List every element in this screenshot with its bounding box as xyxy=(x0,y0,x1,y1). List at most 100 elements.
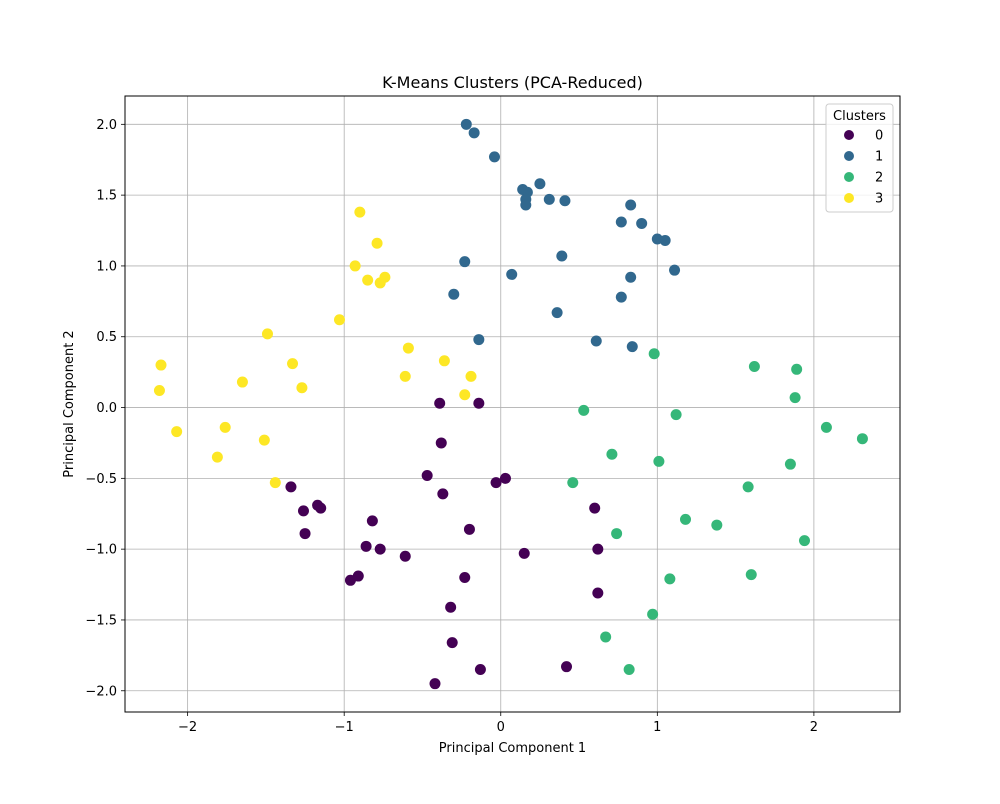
data-point-cluster-1 xyxy=(615,216,627,228)
data-point-cluster-0 xyxy=(360,540,372,552)
data-point-cluster-2 xyxy=(606,448,618,460)
data-point-cluster-2 xyxy=(567,477,579,489)
data-point-cluster-3 xyxy=(333,314,345,326)
data-point-cluster-2 xyxy=(784,458,796,470)
data-point-cluster-3 xyxy=(371,237,383,249)
data-point-cluster-3 xyxy=(211,451,223,463)
y-tick-label: −2.0 xyxy=(85,684,117,699)
legend-label-2: 2 xyxy=(875,171,883,186)
y-tick-label: 1.0 xyxy=(96,259,117,274)
data-point-cluster-0 xyxy=(434,397,446,409)
data-point-cluster-3 xyxy=(296,382,308,394)
data-point-cluster-2 xyxy=(680,513,692,525)
data-point-cluster-3 xyxy=(354,206,366,218)
x-tick-label: −1 xyxy=(335,720,354,735)
legend-marker-0 xyxy=(844,130,854,140)
data-point-cluster-2 xyxy=(611,528,623,540)
data-point-cluster-3 xyxy=(362,274,374,286)
data-point-cluster-0 xyxy=(297,505,309,517)
data-point-cluster-1 xyxy=(551,307,563,319)
data-point-cluster-2 xyxy=(578,404,590,416)
data-point-cluster-0 xyxy=(299,528,311,540)
data-point-cluster-0 xyxy=(561,661,573,673)
data-point-cluster-1 xyxy=(659,234,671,246)
data-point-cluster-1 xyxy=(669,264,681,276)
data-point-cluster-1 xyxy=(543,193,555,205)
data-point-cluster-1 xyxy=(459,256,471,268)
data-point-cluster-0 xyxy=(463,523,475,535)
data-point-cluster-2 xyxy=(745,569,757,581)
data-point-cluster-1 xyxy=(506,268,518,280)
chart-title: K-Means Clusters (PCA-Reduced) xyxy=(382,73,643,92)
data-point-cluster-3 xyxy=(374,277,386,289)
y-axis-label: Principal Component 2 xyxy=(62,330,77,477)
data-point-cluster-0 xyxy=(473,397,485,409)
data-point-cluster-2 xyxy=(653,455,665,467)
x-tick-label: −2 xyxy=(178,720,197,735)
legend-marker-3 xyxy=(844,193,854,203)
data-point-cluster-1 xyxy=(559,195,571,207)
data-point-cluster-1 xyxy=(636,217,648,229)
data-point-cluster-3 xyxy=(465,370,477,382)
grid-lines xyxy=(125,96,900,712)
data-point-cluster-0 xyxy=(499,472,511,484)
data-point-cluster-1 xyxy=(626,341,638,353)
data-point-cluster-0 xyxy=(421,470,433,482)
legend: Clusters 0 1 2 3 xyxy=(825,103,894,213)
data-point-cluster-0 xyxy=(285,481,297,493)
data-point-cluster-1 xyxy=(488,151,500,163)
data-point-cluster-3 xyxy=(459,389,471,401)
data-point-cluster-0 xyxy=(429,678,441,690)
legend-title: Clusters xyxy=(833,109,886,124)
data-point-cluster-1 xyxy=(625,199,637,211)
data-point-cluster-1 xyxy=(534,178,546,190)
data-point-cluster-2 xyxy=(623,664,635,676)
data-point-cluster-2 xyxy=(748,360,760,372)
data-point-cluster-3 xyxy=(399,370,411,382)
data-point-cluster-1 xyxy=(556,250,568,262)
data-point-cluster-3 xyxy=(349,260,361,272)
data-point-cluster-0 xyxy=(352,570,364,582)
data-point-cluster-3 xyxy=(269,477,281,489)
data-point-cluster-2 xyxy=(742,481,754,493)
x-axis-label: Principal Component 1 xyxy=(439,741,586,756)
data-point-cluster-2 xyxy=(791,363,803,375)
data-point-cluster-2 xyxy=(856,433,868,445)
data-point-cluster-1 xyxy=(473,334,485,346)
data-points xyxy=(153,118,868,690)
data-point-cluster-0 xyxy=(315,502,327,514)
y-tick-label: 0.5 xyxy=(96,330,117,345)
data-point-cluster-3 xyxy=(153,385,165,397)
data-point-cluster-3 xyxy=(155,359,167,371)
data-point-cluster-2 xyxy=(648,348,660,360)
data-point-cluster-3 xyxy=(438,355,450,367)
data-point-cluster-0 xyxy=(518,547,530,559)
data-point-cluster-0 xyxy=(592,543,604,555)
data-point-cluster-2 xyxy=(820,421,832,433)
data-point-cluster-1 xyxy=(520,199,532,211)
data-point-cluster-2 xyxy=(789,392,801,404)
data-point-cluster-0 xyxy=(374,543,386,555)
data-point-cluster-2 xyxy=(798,535,810,547)
legend-box xyxy=(825,103,894,213)
data-point-cluster-0 xyxy=(474,664,486,676)
data-point-cluster-0 xyxy=(435,437,447,449)
data-point-cluster-1 xyxy=(448,288,460,300)
data-point-cluster-3 xyxy=(258,434,270,446)
data-point-cluster-3 xyxy=(236,376,248,388)
data-point-cluster-1 xyxy=(468,127,480,139)
plot-frame xyxy=(124,95,901,713)
data-point-cluster-2 xyxy=(711,519,723,531)
y-tick-label: −1.0 xyxy=(85,543,117,558)
data-point-cluster-3 xyxy=(402,342,414,354)
data-point-cluster-2 xyxy=(670,409,682,421)
data-point-cluster-0 xyxy=(459,571,471,583)
data-point-cluster-2 xyxy=(647,608,659,620)
y-tick-label: −0.5 xyxy=(85,472,117,487)
y-tick-label: 0.0 xyxy=(96,401,117,416)
data-point-cluster-2 xyxy=(600,631,612,643)
legend-label-1: 1 xyxy=(875,150,883,165)
y-tick-label: −1.5 xyxy=(85,613,117,628)
y-tick-label: 1.5 xyxy=(96,189,117,204)
